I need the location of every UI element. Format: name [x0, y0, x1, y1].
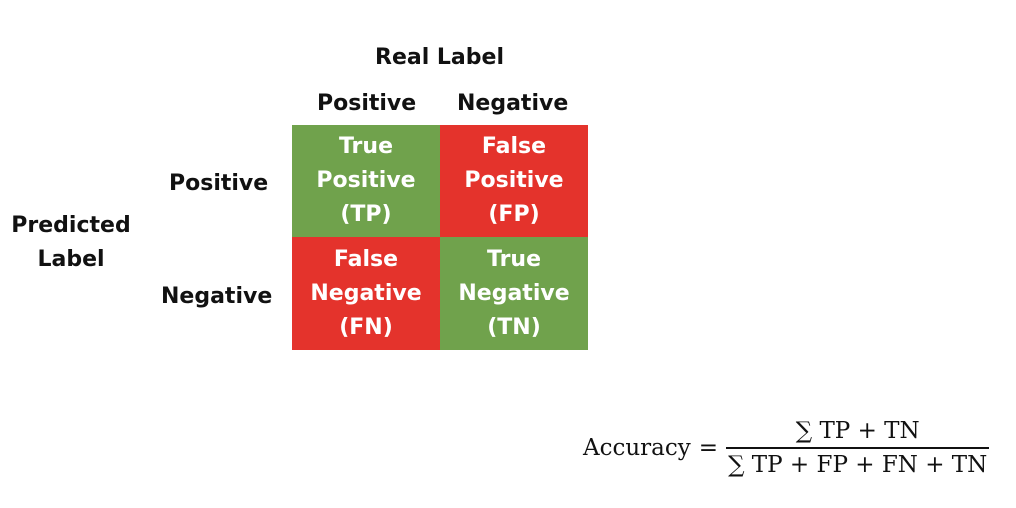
fraction-bar	[726, 447, 990, 449]
formula-equals: =	[698, 435, 719, 461]
accuracy-formula: Accuracy = ∑ TP + TN ∑ TP + FP + FN + TN	[583, 412, 990, 484]
formula-denominator: ∑ TP + FP + FN + TN	[728, 451, 988, 478]
true-negative-text: True Negative (TN)	[458, 246, 570, 340]
true-positive-text: True Positive (TP)	[316, 134, 416, 227]
real-label-heading: Real Label	[375, 45, 504, 70]
formula-numerator: ∑ TP + TN	[795, 418, 920, 445]
predicted-label-heading: Predicted Label	[11, 213, 131, 272]
false-positive-text: False Positive (FP)	[464, 134, 564, 227]
column-header-positive: Positive	[317, 91, 417, 116]
column-header-negative: Negative	[457, 91, 569, 116]
false-negative-cell: False Negative (FN)	[292, 237, 440, 350]
row-header-negative: Negative	[161, 284, 273, 309]
true-negative-cell: True Negative (TN)	[440, 237, 588, 350]
formula-lhs: Accuracy	[583, 435, 691, 461]
formula-fraction: ∑ TP + TN ∑ TP + FP + FN + TN	[726, 418, 990, 478]
false-positive-cell: False Positive (FP)	[440, 125, 588, 237]
row-header-positive: Positive	[169, 171, 269, 196]
true-positive-cell: True Positive (TP)	[292, 125, 440, 237]
false-negative-text: False Negative (FN)	[310, 246, 422, 340]
